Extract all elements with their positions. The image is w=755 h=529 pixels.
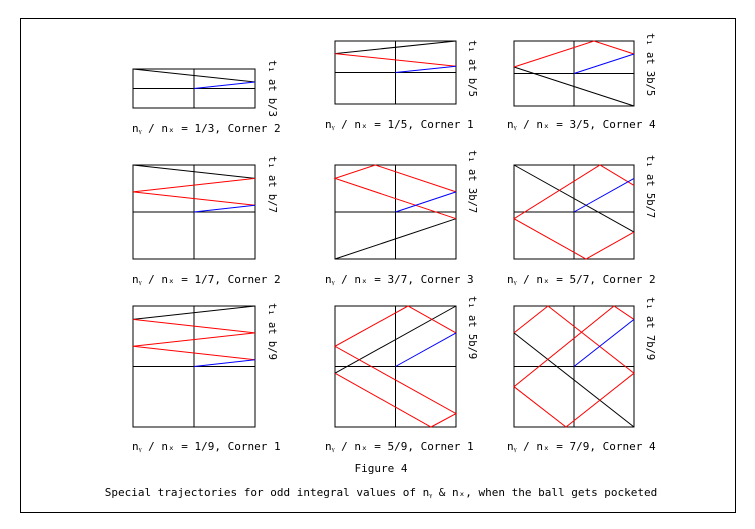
panel-1-side-label: t₁ at b/3 xyxy=(266,60,278,117)
panel-2-path-blue xyxy=(395,65,457,73)
panel-6-path-blue xyxy=(573,177,635,213)
panel-5-path-blue xyxy=(395,191,457,213)
panel-7-path-blue xyxy=(193,359,256,367)
panel-3-path-blue xyxy=(573,53,635,74)
panel-8-path-black xyxy=(334,305,457,374)
panel-5-caption: nᵧ / nₓ = 3/7, Corner 3 xyxy=(325,273,474,286)
panel-5: t₁ at 3b/7 nᵧ / nₓ = 3/7, Corner 3 xyxy=(325,150,478,286)
panel-6-side-label: t₁ at 5b/7 xyxy=(644,155,656,218)
panel-7-side-label: t₁ at b/9 xyxy=(266,303,278,360)
panel-8-caption: nᵧ / nₓ = 5/9, Corner 1 xyxy=(325,440,474,453)
panel-4-path-blue xyxy=(193,204,256,213)
panel-2-path-black xyxy=(334,40,457,55)
panel-9-path-black xyxy=(513,332,635,428)
panel-9-caption: nᵧ / nₓ = 7/9, Corner 4 xyxy=(507,440,656,453)
panel-7-caption: nᵧ / nₓ = 1/9, Corner 1 xyxy=(132,440,281,453)
panel-3-path-red xyxy=(513,40,635,68)
figure-caption: Special trajectories for odd integral va… xyxy=(105,486,658,499)
panel-2-side-label: t₁ at b/5 xyxy=(466,40,478,97)
panel-4-path-black xyxy=(132,164,256,179)
panel-2-path-red xyxy=(334,53,457,67)
panel-7-path-black xyxy=(132,305,256,320)
panel-6-caption: nᵧ / nₓ = 5/7, Corner 2 xyxy=(507,273,656,286)
panel-6: t₁ at 5b/7 nᵧ / nₓ = 5/7, Corner 2 xyxy=(507,155,656,286)
panel-6-path-red xyxy=(513,164,635,260)
panel-7-path-red xyxy=(132,318,256,361)
panel-3-side-label: t₁ at 3b/5 xyxy=(644,33,656,96)
panel-5-path-red xyxy=(333,164,457,220)
panel-1-path-blue xyxy=(193,81,256,89)
panel-9-path-red xyxy=(513,305,635,428)
panel-8: t₁ at 5b/9 nᵧ / nₓ = 5/9, Corner 1 xyxy=(325,296,478,453)
panel-3: t₁ at 3b/5 nᵧ / nₓ = 3/5, Corner 4 xyxy=(507,33,656,131)
panel-3-path-black xyxy=(513,66,635,107)
panel-7: t₁ at b/9 nᵧ / nₓ = 1/9, Corner 1 xyxy=(132,303,281,453)
panel-1: t₁ at b/3 nᵧ / nₓ = 1/3, Corner 2 xyxy=(132,60,281,135)
panel-4-path-red xyxy=(132,177,256,206)
panel-2: t₁ at b/5 nᵧ / nₓ = 1/5, Corner 1 xyxy=(325,40,478,131)
figure-label: Figure 4 xyxy=(355,462,408,475)
panel-8-path-red xyxy=(333,305,458,428)
panel-9: t₁ at 7b/9 nᵧ / nₓ = 7/9, Corner 4 xyxy=(507,297,656,453)
panel-8-path-blue xyxy=(395,332,457,367)
panel-9-side-label: t₁ at 7b/9 xyxy=(644,297,656,360)
panel-6-path-black xyxy=(513,164,635,233)
panel-4-side-label: t₁ at b/7 xyxy=(266,156,278,213)
panel-1-caption: nᵧ / nₓ = 1/3, Corner 2 xyxy=(132,122,281,135)
panel-4: t₁ at b/7 nᵧ / nₓ = 1/7, Corner 2 xyxy=(132,156,281,286)
panel-9-path-blue xyxy=(573,319,635,367)
panel-1-path-black xyxy=(132,68,256,83)
panel-2-caption: nᵧ / nₓ = 1/5, Corner 1 xyxy=(325,118,474,131)
panel-3-caption: nᵧ / nₓ = 3/5, Corner 4 xyxy=(507,118,656,131)
panel-8-side-label: t₁ at 5b/9 xyxy=(466,296,478,359)
page-frame xyxy=(20,18,736,513)
panel-5-path-black xyxy=(334,218,457,260)
panel-5-side-label: t₁ at 3b/7 xyxy=(466,150,478,213)
panel-4-caption: nᵧ / nₓ = 1/7, Corner 2 xyxy=(132,273,281,286)
